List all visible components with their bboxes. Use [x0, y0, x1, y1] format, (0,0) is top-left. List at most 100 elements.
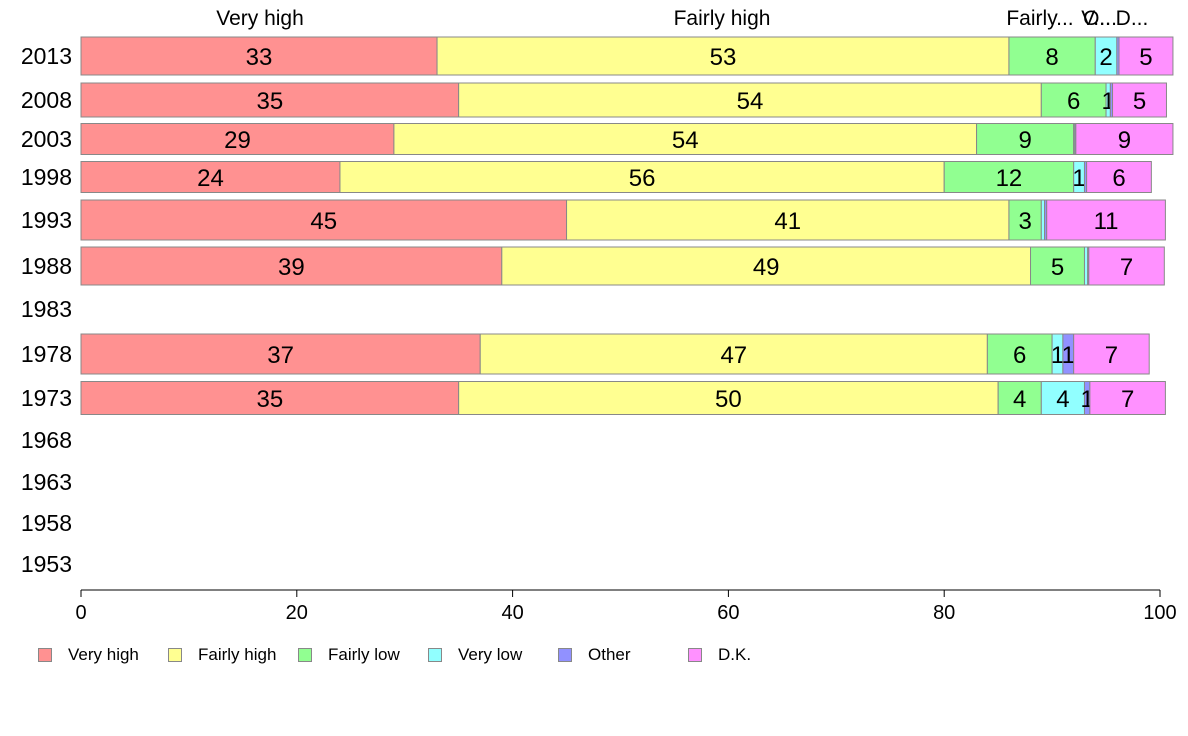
year-label: 1973: [21, 385, 72, 411]
bar-value-label: 7: [1121, 386, 1134, 413]
bar-value-label: 29: [224, 127, 251, 154]
year-label: 1963: [21, 469, 72, 495]
legend-swatch: [688, 648, 702, 662]
bar-segment: [1046, 199, 1166, 241]
bar-value-label: 7: [1105, 342, 1118, 369]
bar-segment: [80, 333, 481, 375]
bar-segment: [479, 333, 988, 375]
bar-value-label: 56: [629, 165, 656, 192]
year-label: 1953: [21, 551, 72, 577]
legend-item: Other: [558, 645, 631, 665]
bar-segment: [80, 246, 503, 286]
bar-value-label: 24: [197, 165, 224, 192]
bar-value-label: 54: [737, 88, 764, 115]
bar-segment: [1088, 246, 1165, 286]
bar-value-label: 11: [1094, 208, 1119, 235]
legend-item: Very high: [38, 645, 139, 665]
year-label: 2008: [21, 87, 72, 113]
legend-label: Very high: [68, 645, 139, 664]
legend-swatch: [168, 648, 182, 662]
x-tick-label: 100: [1143, 602, 1176, 624]
legend-item: Fairly low: [298, 645, 400, 665]
bar-segment: [436, 36, 1010, 76]
x-tick-label: 60: [717, 602, 739, 624]
bar-value-label: 35: [256, 88, 283, 115]
bar-value-label: 2: [1099, 44, 1112, 71]
legend-swatch: [298, 648, 312, 662]
bar-value-label: 1: [1062, 342, 1075, 369]
bar-value-label: 33: [246, 44, 273, 71]
year-label: 1988: [21, 253, 72, 279]
year-label: 2013: [21, 43, 72, 69]
bar-segment: [1089, 381, 1166, 415]
year-label: 1968: [21, 427, 72, 453]
bar-segment: [80, 199, 568, 241]
bar-value-label: 1: [1051, 342, 1064, 369]
year-label: 1958: [21, 510, 72, 536]
bar-value-label: 5: [1133, 88, 1146, 115]
year-label: 1993: [21, 207, 72, 233]
top-series-label: D...: [1116, 7, 1149, 30]
x-tick-label: 80: [933, 602, 955, 624]
legend-swatch: [428, 648, 442, 662]
legend-label: Fairly high: [198, 645, 277, 664]
x-tick-label: 40: [501, 602, 523, 624]
bar-value-label: 4: [1013, 386, 1026, 413]
bar-segment: [80, 381, 460, 415]
bar-value-label: 5: [1051, 254, 1064, 281]
bar-value-label: 49: [753, 254, 780, 281]
bar-segment: [1040, 82, 1107, 118]
x-tick-label: 20: [286, 602, 308, 624]
bar-value-label: 3: [1018, 208, 1031, 235]
bar-value-label: 7: [1120, 254, 1133, 281]
bar-segment: [1008, 199, 1042, 241]
bar-segment: [1086, 161, 1152, 193]
top-series-label: O...: [1083, 7, 1117, 30]
bar-value-label: 53: [710, 44, 737, 71]
bar-value-label: 5: [1139, 44, 1152, 71]
x-axis: 0 20 40 60 80 100: [75, 589, 1177, 624]
bar-value-label: 1: [1072, 165, 1085, 192]
legend-item: Fairly high: [168, 645, 276, 665]
bar-segment: [1073, 333, 1150, 375]
bar-segment: [943, 161, 1075, 193]
bar-value-label: 39: [278, 254, 305, 281]
bar-value-label: 47: [720, 342, 747, 369]
bar-segment: [1112, 82, 1167, 118]
top-series-label: V...: [1081, 7, 1111, 30]
top-series-label: Fairly...: [1006, 7, 1073, 30]
year-label: 1978: [21, 341, 72, 367]
bar-segment: [501, 246, 1032, 286]
legend-label: Fairly low: [328, 645, 400, 664]
legend-label: Other: [588, 645, 631, 664]
year-label: 1983: [21, 296, 72, 322]
bar-value-label: 9: [1018, 127, 1031, 154]
bar-value-label: 41: [774, 208, 801, 235]
bar-segment: [1118, 36, 1174, 76]
bar-segment: [566, 199, 1010, 241]
top-series-label: Fairly high: [674, 7, 771, 30]
top-series-label: Very high: [216, 7, 304, 30]
bar-value-label: 4: [1056, 386, 1069, 413]
bar-value-label: 8: [1045, 44, 1058, 71]
bar-value-label: 9: [1118, 127, 1131, 154]
legend-item: D.K.: [688, 645, 751, 665]
bar-segment: [1030, 246, 1085, 286]
legend-label: Very low: [458, 645, 523, 664]
bar-value-label: 6: [1013, 342, 1026, 369]
legend-swatch: [558, 648, 572, 662]
legend-item: Very low: [428, 645, 522, 665]
year-label: 1998: [21, 164, 72, 190]
year-labels: 2013 2008 2003 1998 1993 1988 1983 1978 1973 1968…: [21, 43, 72, 577]
bar-segment: [458, 82, 1042, 118]
top-labels: Very high Fairly high Fairly... V...O...D..…: [216, 7, 1148, 30]
bar-value-label: 6: [1067, 88, 1080, 115]
bar-value-label: 45: [310, 208, 337, 235]
year-label: 2003: [21, 126, 72, 152]
bar-segment: [458, 381, 999, 415]
bar-segment: [80, 82, 460, 118]
bar-value-label: 37: [267, 342, 294, 369]
bar-segment: [393, 123, 978, 155]
